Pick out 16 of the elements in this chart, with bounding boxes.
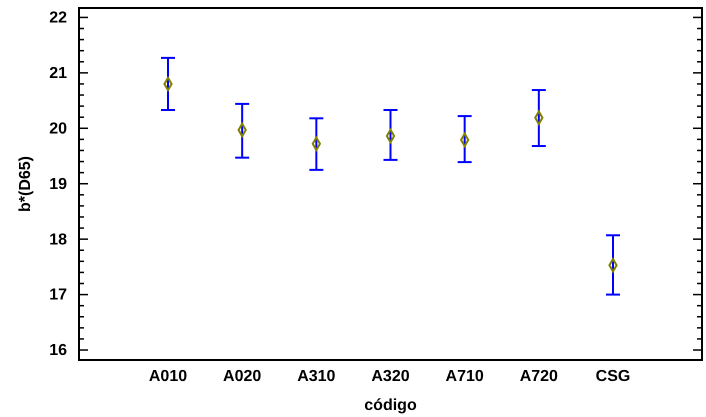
- y-tick-label: 21: [49, 64, 68, 82]
- y-tick-label: 20: [49, 120, 68, 138]
- x-tick-label: A010: [148, 368, 188, 385]
- x-tick-label: A320: [371, 368, 410, 385]
- x-tick-label: CSG: [596, 368, 630, 385]
- x-tick-label: A720: [520, 368, 558, 385]
- x-tick-label: A310: [297, 368, 336, 385]
- y-tick-label: 18: [49, 231, 68, 248]
- x-axis-title: código: [364, 397, 417, 414]
- x-tick-label: A710: [446, 368, 484, 385]
- y-tick-label: 17: [49, 286, 68, 304]
- y-tick-label: 16: [49, 342, 68, 360]
- y-axis-title: b*(D65): [17, 156, 34, 212]
- x-tick-label: A020: [223, 368, 262, 385]
- y-tick-label: 22: [49, 10, 68, 27]
- y-tick-label: 19: [49, 176, 68, 193]
